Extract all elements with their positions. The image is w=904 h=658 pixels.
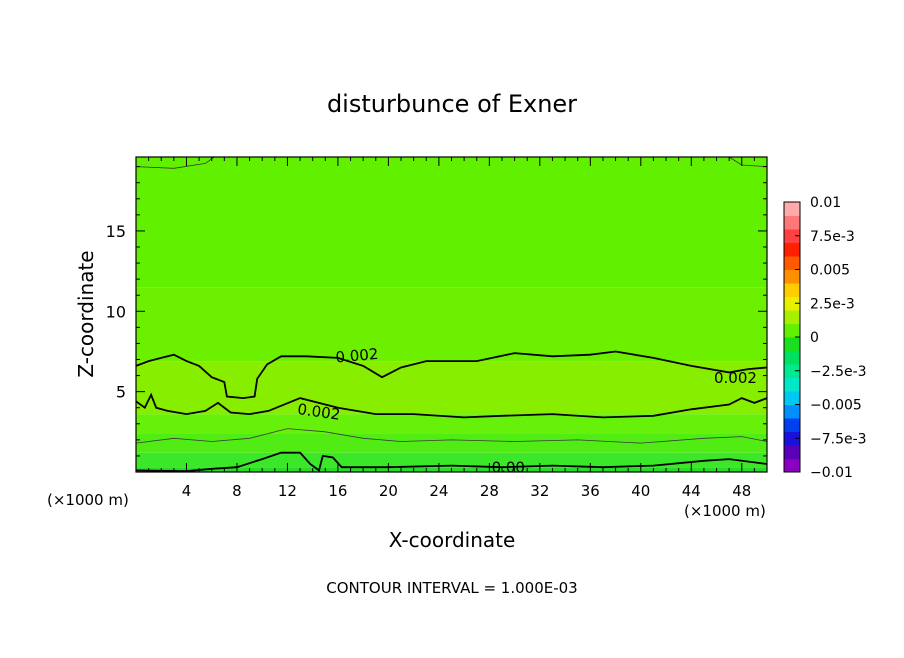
filled-band-1 [136,452,767,468]
colorbar-tick-label: 0.005 [810,263,850,279]
x-axis-label: X-coordinate [389,528,516,552]
x-unit-left: (×1000 m) [47,491,129,509]
colorbar-tick-label: 2.5e-3 [810,296,855,312]
contour-interval-note: CONTOUR INTERVAL = 1.000E-03 [326,579,577,597]
contour-line-0 [135,350,768,400]
x-tick-label: 8 [232,482,242,500]
colorbar-swatch-7 [784,364,800,378]
y-tick-label: 15 [106,222,126,241]
filled-band-4 [136,361,767,415]
filled-band-6 [136,157,767,288]
colorbar-swatch-11 [784,310,800,324]
x-tick-label: 24 [429,482,448,500]
x-tick-label: 4 [182,482,192,500]
colorbar: 0.01 7.5e-3 0.005 2.5e-3 0 −2.5e-3 −0.005 −7.5e… [783,195,867,481]
contour-label: 0.002 [335,345,379,367]
x-tick-label: 36 [581,482,600,500]
colorbar-swatch-13 [784,283,800,297]
x-tick-label: 20 [379,482,398,500]
contour-line-3 [135,451,768,473]
contour-label: 0.002 [714,369,757,387]
plot-area: 0.002 0.002 0.002 0.00 [135,156,768,476]
y-tick-label: 5 [116,383,126,402]
x-tick-label: 16 [328,482,347,500]
colorbar-swatch-19 [784,202,800,216]
colorbar-swatch-14 [784,269,800,284]
contour-line-4 [135,156,215,169]
filled-band-5 [136,287,767,362]
colorbar-tick-label: 0.01 [810,195,841,211]
filled-band-3 [136,414,767,434]
colorbar-swatch-4 [784,404,800,419]
colorbar-swatch-3 [784,418,800,432]
y-tick-label: 10 [106,302,126,321]
colorbar-swatch-2 [784,431,800,446]
y-axis: 5 10 15 [106,166,767,457]
colorbar-swatch-9 [784,337,800,351]
chart-title: disturbunce of Exner [327,90,577,118]
colorbar-swatch-5 [784,391,800,405]
filled-band-2 [136,433,767,453]
colorbar-swatch-17 [784,229,800,243]
colorbar-tick-label: 7.5e-3 [810,229,855,245]
colorbar-tick-label: −2.5e-3 [810,364,867,380]
colorbar-tick-label: 0 [810,330,819,346]
contour-label: 0.00 [492,458,525,476]
colorbar-swatch-16 [784,242,800,257]
colorbar-tick-label: −0.01 [810,465,853,481]
colorbar-tick-label: −0.005 [810,398,862,414]
colorbar-swatch-1 [784,445,800,459]
colorbar-swatch-6 [784,377,800,392]
x-tick-label: 48 [732,482,751,500]
x-tick-label: 12 [278,482,297,500]
colorbar-swatch-0 [784,458,800,473]
x-axis: 4 8 12 16 20 24 28 32 36 40 44 48 [148,157,755,500]
colorbar-swatch-10 [784,323,800,338]
colorbar-tick-label: −7.5e-3 [810,431,867,447]
x-tick-label: 28 [480,482,499,500]
contour-line-2 [135,428,768,444]
x-tick-label: 40 [631,482,650,500]
contour-label: 0.002 [296,400,341,424]
x-tick-label: 44 [682,482,701,500]
colorbar-swatch-12 [784,296,800,311]
x-tick-label: 32 [530,482,549,500]
colorbar-swatch-8 [784,350,800,365]
colorbar-swatch-15 [784,256,800,270]
colorbar-swatch-18 [784,215,800,230]
contour-line-1 [135,392,768,419]
x-unit-right: (×1000 m) [684,502,766,520]
y-axis-label: Z-coordinate [74,250,98,377]
